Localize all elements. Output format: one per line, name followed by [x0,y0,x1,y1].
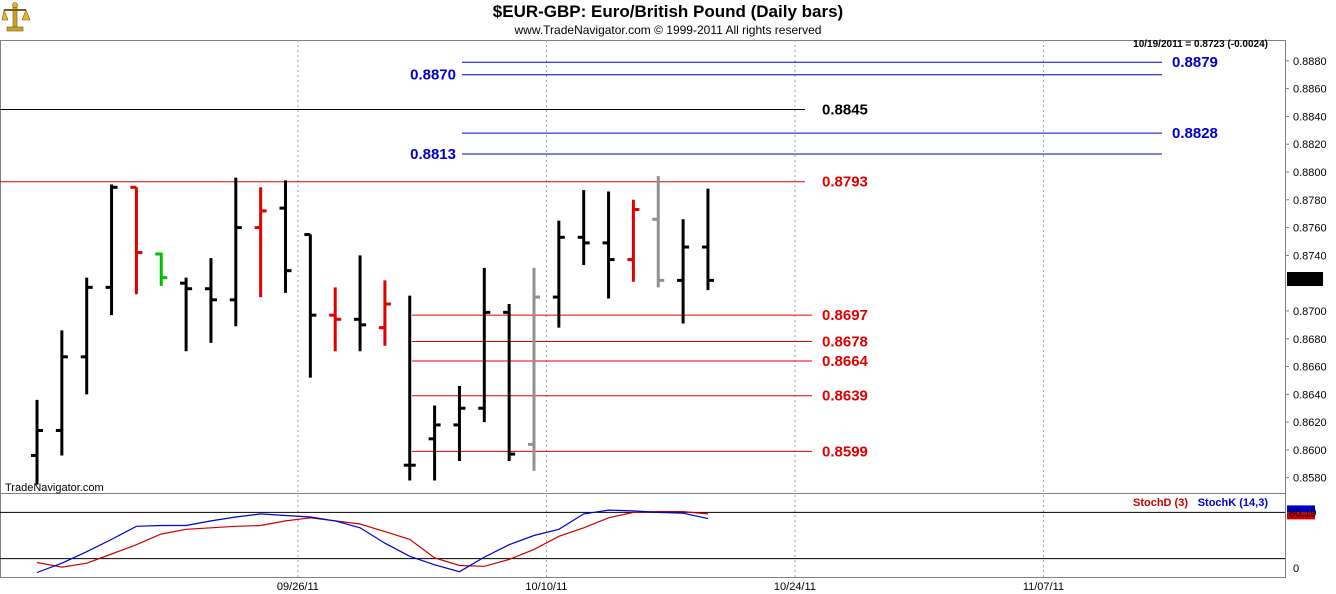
scales-logo-icon [1,2,31,32]
y-tick-label: 0.8760 [1293,223,1327,235]
price-bars [31,176,714,485]
indicator-axis-label: 0 [1293,563,1299,575]
x-tick-label: 09/26/11 [277,581,319,593]
indicator-value-label: 80.19 [1289,507,1317,519]
indicator-pane-frame [0,493,1286,578]
y-tick-label: 0.8860 [1293,84,1327,96]
chart-subtitle: www.TradeNavigator.com © 1999-2011 All r… [514,23,822,37]
y-tick-label: 0.8820 [1293,139,1327,151]
level-label: 0.8879 [1172,54,1218,71]
price-pane-frame [0,40,1286,494]
stochd-line [36,511,709,568]
y-tick-label: 0.8580 [1293,473,1327,485]
level-label: 0.8845 [822,101,868,118]
level-label: 0.8813 [410,146,456,163]
watermark: TradeNavigator.com [5,482,104,494]
y-tick-label: 0.8840 [1293,111,1327,123]
stochk-label: StochK (14,3) [1198,497,1269,509]
y-tick-label: 0.8620 [1293,417,1327,429]
x-tick-label: 10/10/11 [525,581,567,593]
y-tick-label: 0.8660 [1293,362,1327,374]
x-tick-label: 10/24/11 [774,581,816,593]
y-tick-label: 0.8700 [1293,306,1327,318]
date-readout: 10/19/2011 = 0.8723 (-0.0024) [1133,39,1268,50]
last-price-box [1287,272,1323,287]
level-lines: 0.8879 0.8870 0.8845 0.8828 0.8813 0.8793 0.86… [0,54,1218,460]
x-axis: 09/26/11 10/10/11 10/24/11 11/07/11 [277,581,1064,593]
indicator-value-box-bottom [1287,512,1315,520]
level-label: 0.8639 [822,388,868,405]
level-label: 0.8678 [822,334,868,351]
y-tick-label: 0.8780 [1293,195,1327,207]
y-tick-label: 0.8680 [1293,334,1327,346]
level-label: 0.8793 [822,174,868,191]
chart-title: $EUR-GBP: Euro/British Pound (Daily bars… [493,2,843,21]
level-label: 0.8697 [822,307,868,324]
y-tick-label: 0.8740 [1293,250,1327,262]
y-tick-label: 0.8600 [1293,445,1327,457]
x-tick-label: 11/07/11 [1023,581,1064,593]
y-tick-label: 0.8640 [1293,389,1327,401]
level-label: 0.8828 [1172,125,1218,142]
indicator-value-box-top [1287,505,1315,513]
level-label: 0.8664 [822,353,869,370]
level-label: 0.8870 [410,67,456,84]
stochk-line [36,509,709,574]
level-label: 0.8599 [822,443,868,460]
y-tick-label: 0.8880 [1293,56,1327,68]
stochd-label: StochD (3) [1133,497,1188,509]
y-tick-label: 0.8800 [1293,167,1327,179]
stochastic-indicator: 80.19 0 [0,505,1317,575]
y-axis: 0.8880 0.8860 0.8840 0.8820 0.8800 0.8780 0.87… [1285,56,1327,485]
last-price-label: 0.8723 [1290,274,1324,286]
